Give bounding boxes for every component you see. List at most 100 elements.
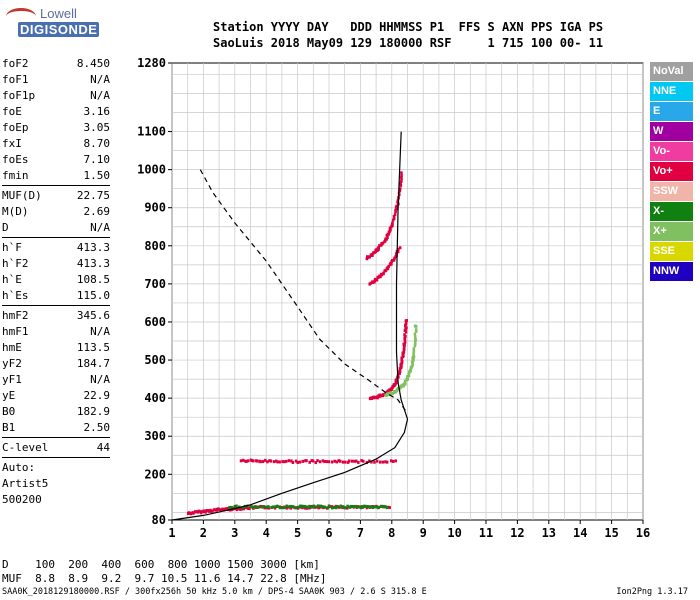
echo-point xyxy=(388,226,392,230)
echo-point xyxy=(297,505,300,509)
echo-point xyxy=(335,460,339,464)
echo-point xyxy=(398,369,402,373)
param-label: MUF(D) xyxy=(2,189,42,202)
echo-point xyxy=(413,344,417,348)
param-label: foE xyxy=(2,105,22,118)
echo-point xyxy=(204,510,207,514)
param-label: foEp xyxy=(2,121,29,134)
echo-point xyxy=(285,504,289,508)
echo-point xyxy=(219,508,223,512)
chart-lines xyxy=(171,131,409,521)
echo-point xyxy=(398,187,402,191)
param-label: h`Es xyxy=(2,289,29,302)
echo-point xyxy=(224,507,228,511)
echo-point xyxy=(264,458,267,462)
lowell-digisonde-logo: Lowell DIGISONDE xyxy=(4,6,100,40)
echo-point xyxy=(407,373,410,377)
legend-entry-x-: X+ xyxy=(650,222,693,241)
param-separator xyxy=(2,457,110,458)
echo-point xyxy=(403,381,406,385)
param-row: foEs 7.10 xyxy=(2,152,110,168)
parameter-panel: foF2 8.450 foF1 N/A foF1p N/A foE 3.16 foEp 3.05 f… xyxy=(2,56,110,508)
echo-point xyxy=(404,330,408,334)
param-value: 345.6 xyxy=(76,309,110,322)
param-separator xyxy=(2,437,110,438)
x-tick-label: 6 xyxy=(325,526,332,540)
echo-point xyxy=(202,510,206,514)
param-value: 113.5 xyxy=(76,341,110,354)
echo-point xyxy=(301,504,304,508)
y-tick-label: 300 xyxy=(144,429,166,443)
echo-point xyxy=(239,459,243,463)
echo-point xyxy=(310,505,313,509)
echo-point xyxy=(245,459,248,463)
echo-point xyxy=(413,332,417,336)
param-label: Auto: xyxy=(2,461,36,474)
x-tick-label: 13 xyxy=(542,526,556,540)
param-row: MUF(D) 22.75 xyxy=(2,188,110,204)
y-tick-label: 1100 xyxy=(137,125,166,139)
param-label: yF2 xyxy=(2,357,22,370)
y-tick-label: 500 xyxy=(144,353,166,367)
echo-point xyxy=(274,505,278,509)
param-label: hmF2 xyxy=(2,309,29,322)
echo-point xyxy=(335,506,338,510)
virtual-height-profile-line xyxy=(171,131,409,521)
param-row: hmE 113.5 xyxy=(2,340,110,356)
echo-point xyxy=(413,340,417,344)
echo-point xyxy=(289,504,293,508)
echo-point xyxy=(230,505,233,509)
y-tick-label: 800 xyxy=(144,239,166,253)
echo-point xyxy=(268,459,271,463)
param-value: 184.7 xyxy=(76,357,110,370)
echo-point xyxy=(371,506,374,510)
legend-entry-vo-: Vo+ xyxy=(650,162,693,181)
echo-point xyxy=(325,460,328,464)
echo-point xyxy=(291,460,295,464)
echo-point xyxy=(368,255,371,259)
echo-point xyxy=(346,504,349,508)
y-tick-label: 700 xyxy=(144,277,166,291)
echo-point xyxy=(397,247,400,251)
logo-text-digisonde: DIGISONDE xyxy=(18,22,100,37)
echo-point xyxy=(337,459,341,463)
echo-point xyxy=(207,509,211,513)
param-value: 8.450 xyxy=(76,57,110,70)
echo-point xyxy=(341,505,345,509)
echo-point xyxy=(304,506,307,510)
echo-point xyxy=(259,504,262,508)
echo-point xyxy=(285,506,289,510)
x-tick-label: 5 xyxy=(294,526,301,540)
param-label: C-level xyxy=(2,441,49,454)
echo-point xyxy=(381,241,385,245)
echo-point xyxy=(333,505,336,509)
legend-entry-vo-: Vo- xyxy=(650,142,693,161)
echo-point xyxy=(395,207,399,211)
echo-point xyxy=(380,273,384,277)
echo-point xyxy=(402,350,406,354)
echo-point xyxy=(331,506,334,510)
echo-point xyxy=(343,506,347,510)
echo-point xyxy=(242,458,245,462)
legend-entry-ssw: SSW xyxy=(650,182,693,201)
echo-point xyxy=(290,459,293,463)
echo-point xyxy=(249,505,253,509)
echo-point xyxy=(391,224,394,228)
param-row: Artist5 xyxy=(2,476,110,492)
echo-point xyxy=(323,505,327,509)
echo-point xyxy=(354,504,357,508)
echo-point xyxy=(235,504,238,508)
echo-point xyxy=(348,459,351,463)
echo-point xyxy=(256,505,260,509)
echo-point xyxy=(308,504,311,508)
echo-point xyxy=(375,278,379,282)
echo-point xyxy=(385,460,389,464)
x-tick-label: 2 xyxy=(200,526,207,540)
param-label: h`E xyxy=(2,273,22,286)
param-label: B1 xyxy=(2,421,16,434)
echo-point xyxy=(371,280,374,284)
param-label: M(D) xyxy=(2,205,29,218)
echo-point xyxy=(389,459,393,463)
echo-point xyxy=(403,379,407,383)
